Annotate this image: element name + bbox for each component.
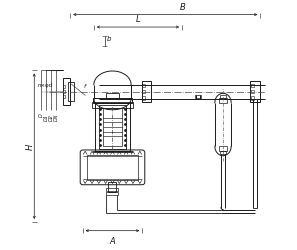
Text: D2: D2 [49,113,54,120]
Bar [63,79,70,105]
Text: D1: D1 [44,113,49,120]
Bar [195,96,201,99]
Bar [106,94,119,99]
Bar [68,83,74,102]
Bar [219,99,228,103]
Bar [142,84,145,88]
Bar [93,99,132,103]
Text: n×φd: n×φd [37,82,53,87]
Bar [219,147,228,151]
Bar [220,151,226,154]
Text: H: H [25,144,34,150]
Bar [95,103,130,152]
Text: DN: DN [54,113,59,120]
Bar [220,96,226,99]
Bar [108,182,116,192]
Bar [87,155,138,180]
Bar [142,90,145,94]
Bar [63,86,65,89]
Bar [106,192,118,196]
Text: A: A [110,236,115,245]
Text: b: b [107,36,111,42]
Text: f: f [83,84,86,88]
Text: B: B [180,3,186,12]
Bar [251,84,254,88]
Bar [63,91,65,94]
Bar [251,97,254,100]
Bar [63,96,65,99]
Bar [99,106,126,149]
Bar [106,188,118,191]
Bar [251,90,254,94]
Bar [92,102,133,108]
Text: D: D [39,113,44,117]
Bar [102,108,122,147]
Bar [142,97,145,100]
Bar [93,152,132,153]
Text: L: L [136,15,140,24]
Bar [250,82,260,103]
Bar [142,82,151,103]
